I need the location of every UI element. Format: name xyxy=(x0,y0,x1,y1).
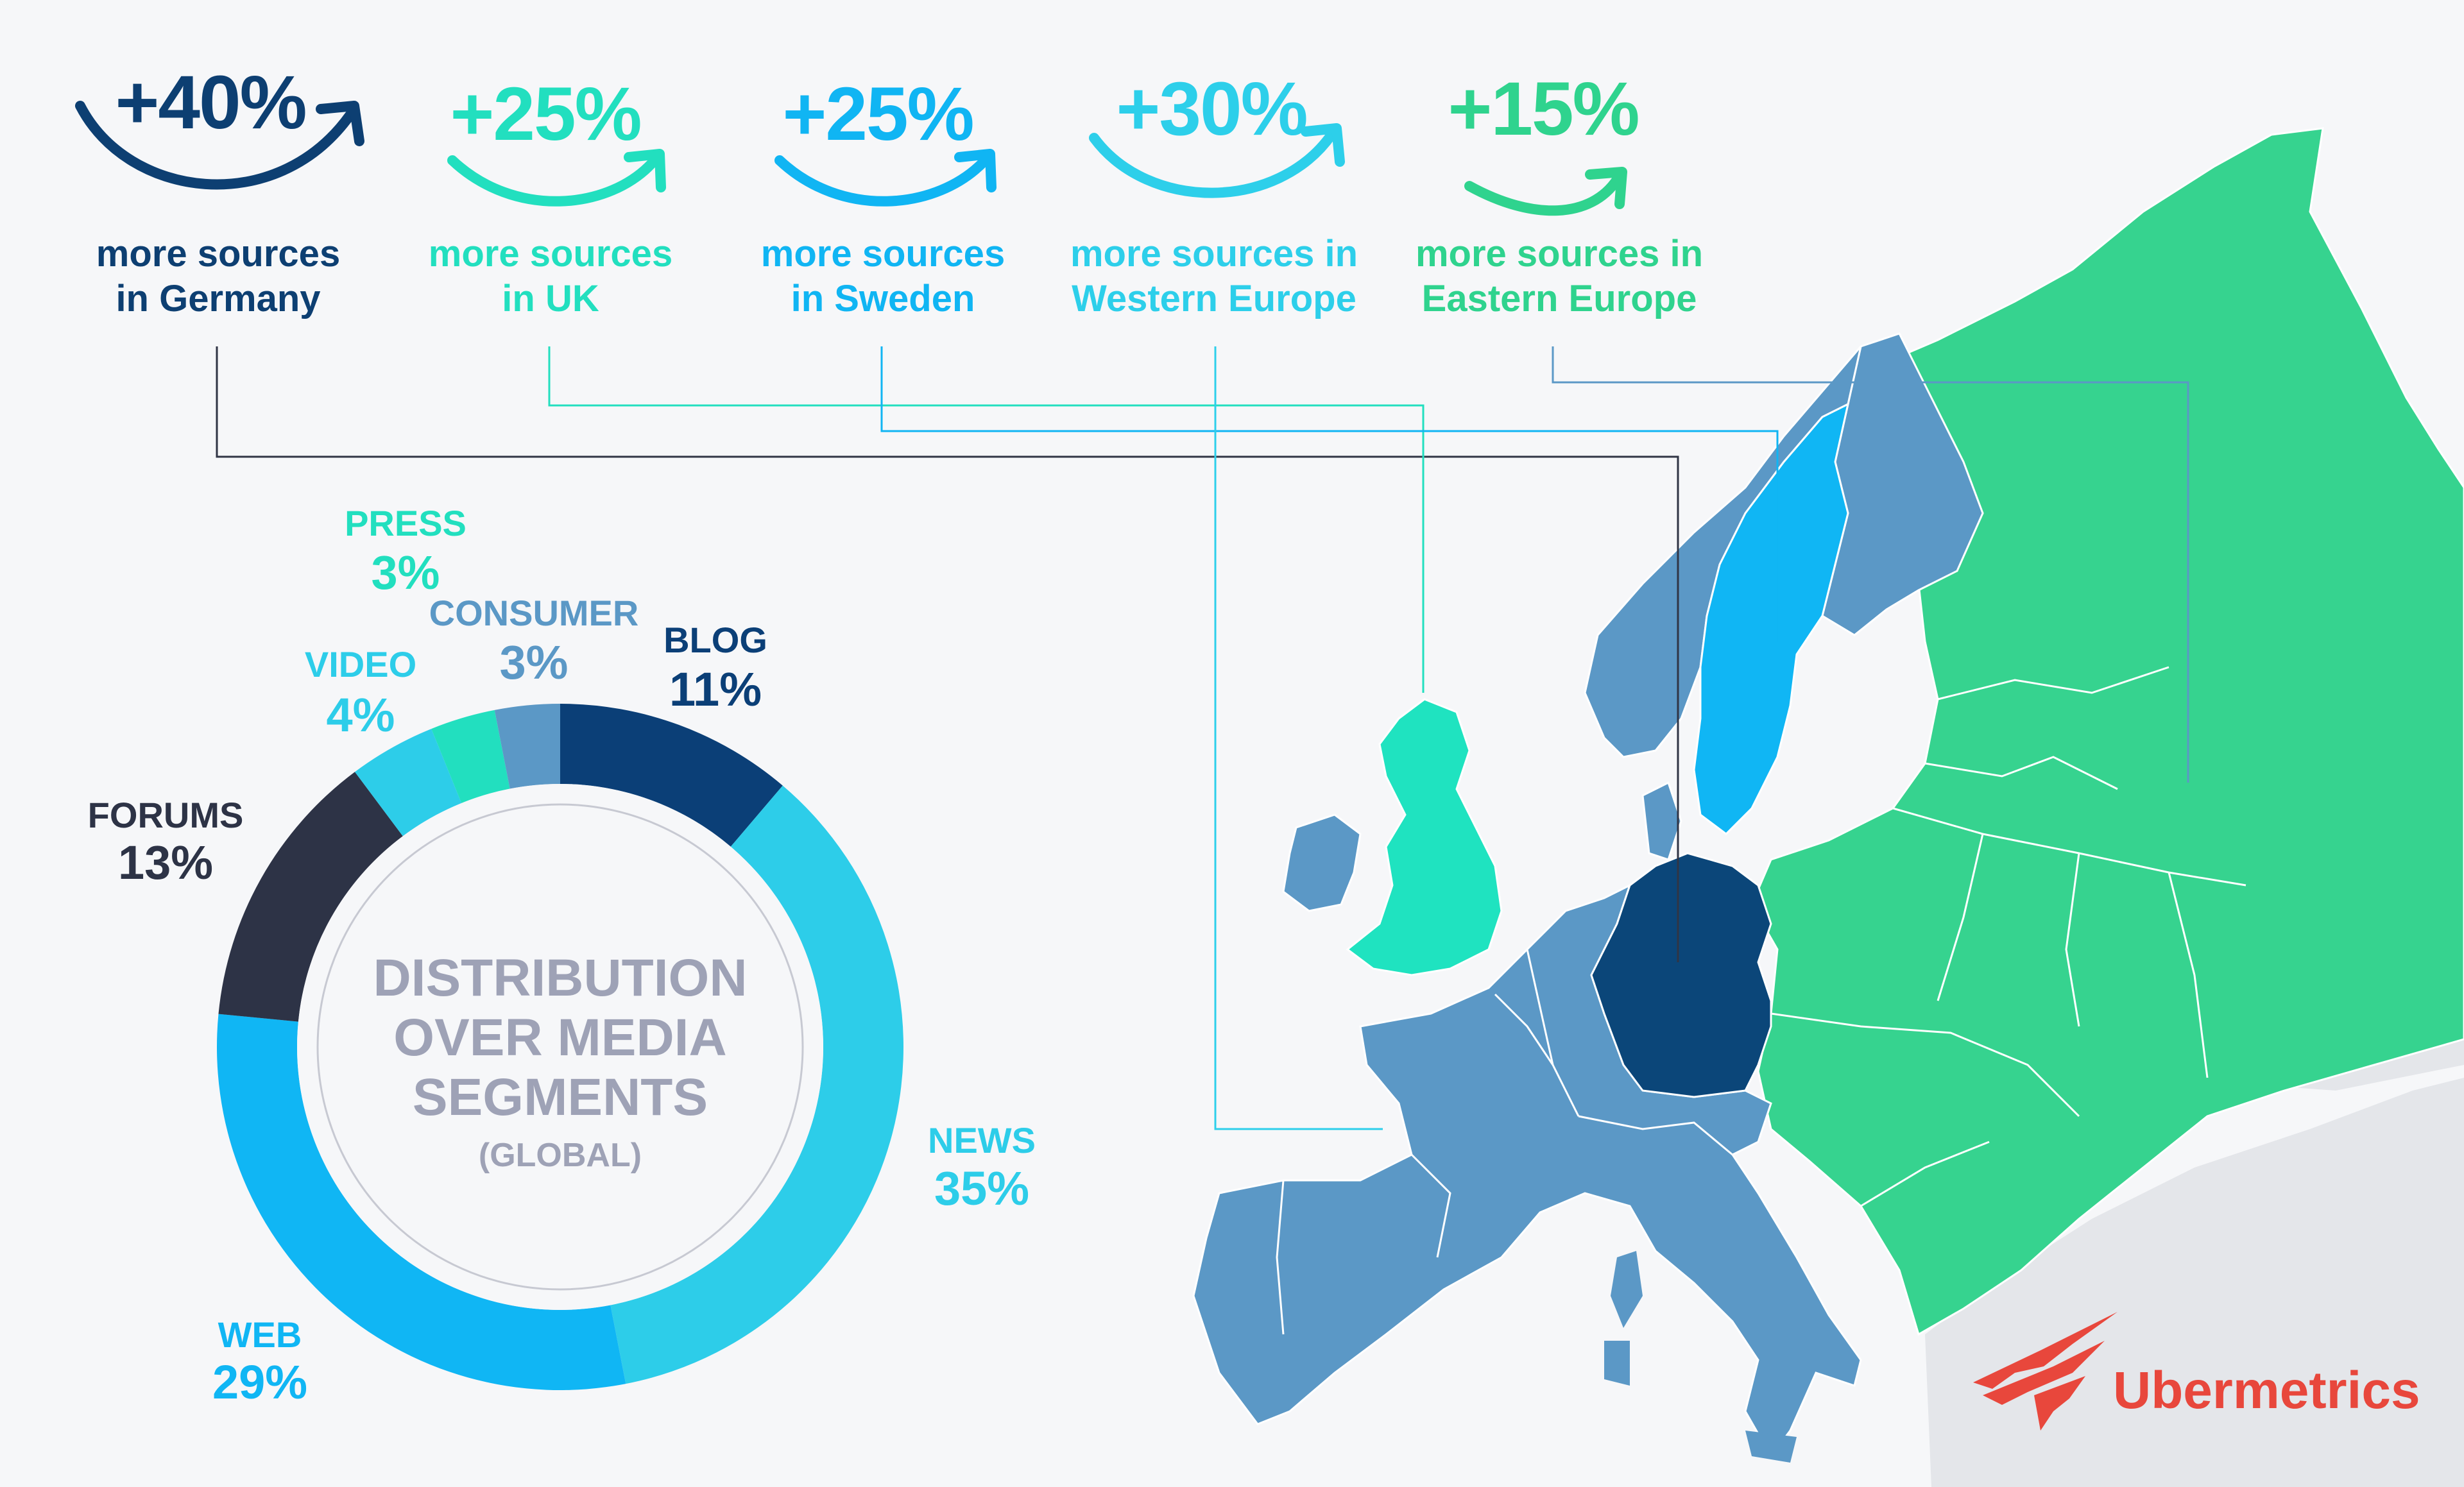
segment-name-blog: BLOG xyxy=(663,620,767,660)
connector-uk xyxy=(548,346,1425,693)
arrow-head-icon xyxy=(624,149,666,192)
segment-labels: BLOG 11% NEWS 35% WEB 29% FORUMS 13% VID… xyxy=(88,503,1036,1409)
map-region-germany xyxy=(1590,852,1772,1098)
arrow-icon xyxy=(1089,130,1337,198)
stat-germany: +40% more sources in Germany xyxy=(75,60,364,319)
segment-name-web: WEB xyxy=(218,1314,302,1355)
stat-label-line2: in UK xyxy=(502,278,599,319)
map-region-sweden xyxy=(1693,402,1850,835)
map-borders-eastern xyxy=(1770,666,2246,1207)
map-island xyxy=(1745,1431,1797,1463)
arrow-icon xyxy=(774,155,990,207)
connector-germany xyxy=(216,346,1679,962)
map-island xyxy=(1604,1341,1630,1386)
segment-pct-video: 4% xyxy=(327,688,395,742)
donut-slice-video xyxy=(355,729,462,837)
europe-map xyxy=(1192,127,2464,1487)
donut-center-subtitle: (GLOBAL) xyxy=(479,1137,642,1174)
map-region-uk xyxy=(1346,698,1503,976)
arrow-icon xyxy=(447,155,660,207)
stat-label-line1: more sources xyxy=(429,233,672,275)
donut-slice-press xyxy=(431,710,510,803)
stat-label-line2: Western Europe xyxy=(1072,278,1356,319)
segment-pct-news: 35% xyxy=(934,1162,1029,1215)
arrow-icon xyxy=(75,101,355,190)
stat-western-europe: +30% more sources in Western Europe xyxy=(1070,67,1358,319)
map-region-other xyxy=(1925,1078,2464,1487)
arrow-head-icon xyxy=(1301,123,1345,167)
donut-slice-forums xyxy=(218,772,403,1022)
stat-percent: +25% xyxy=(782,72,973,157)
ubermetrics-logo-icon-wing xyxy=(1983,1341,2105,1405)
stat-uk: +25% more sources in UK xyxy=(429,72,672,319)
segment-pct-forums: 13% xyxy=(118,836,213,889)
map-region-denmark xyxy=(1641,781,1682,861)
stat-eastern-europe: +15% more sources in Eastern Europe xyxy=(1416,67,1703,319)
stat-label-line1: more sources xyxy=(96,233,340,275)
segment-name-forums: FORUMS xyxy=(88,795,244,835)
stat-label-line1: more sources in xyxy=(1070,233,1358,275)
stat-label-line1: more sources xyxy=(761,233,1005,275)
stat-label-line2: in Sweden xyxy=(791,278,975,319)
donut-center-title-3: SEGMENTS xyxy=(413,1068,708,1126)
segment-name-news: NEWS xyxy=(928,1120,1036,1160)
segment-pct-blog: 11% xyxy=(669,663,762,716)
donut-slice-web xyxy=(217,1014,626,1390)
map-region-ireland xyxy=(1282,813,1362,912)
stats-row: +40% more sources in Germany +25% more s… xyxy=(75,60,1703,319)
map-island xyxy=(2060,436,2137,488)
connector-eastern xyxy=(1552,346,2189,783)
brand-logo: Ubermetrics xyxy=(1973,1312,2420,1431)
arrow-head-icon xyxy=(1585,167,1627,209)
segment-name-video: VIDEO xyxy=(305,644,416,684)
stat-label-line2: in Germany xyxy=(116,278,320,319)
stat-percent: +15% xyxy=(1448,67,1638,151)
stat-percent: +25% xyxy=(450,72,640,157)
donut-center-ring xyxy=(316,803,804,1291)
map-island xyxy=(1611,1251,1643,1328)
connector-sweden xyxy=(880,346,1779,642)
ubermetrics-logo-icon xyxy=(1973,1312,2118,1389)
donut-slice-consumer xyxy=(494,704,560,789)
map-region-eastern-europe xyxy=(1750,127,2464,1336)
stat-percent: +40% xyxy=(115,60,305,145)
arrow-icon xyxy=(1464,174,1622,216)
donut-slice-news xyxy=(610,785,903,1384)
donut-center-disc xyxy=(297,784,823,1310)
ubermetrics-logo-icon-tail xyxy=(2034,1376,2085,1431)
donut-slices xyxy=(217,704,903,1390)
arrow-head-icon xyxy=(954,149,997,192)
donut-chart: DISTRIBUTION OVER MEDIA SEGMENTS (GLOBAL… xyxy=(217,704,903,1390)
segment-name-press: PRESS xyxy=(345,503,466,543)
brand-name: Ubermetrics xyxy=(2113,1361,2420,1420)
stat-label-line1: more sources in xyxy=(1416,233,1703,275)
stat-sweden: +25% more sources in Sweden xyxy=(761,72,1005,319)
segment-pct-web: 29% xyxy=(212,1355,307,1409)
donut-center-title-2: OVER MEDIA xyxy=(393,1008,726,1067)
donut-slice-blog xyxy=(560,704,783,847)
segment-pct-consumer: 3% xyxy=(500,636,569,689)
connector-western xyxy=(1214,346,1383,1130)
map-borders-western xyxy=(1276,949,1733,1335)
connector-lines xyxy=(216,346,2189,1130)
segment-pct-press: 3% xyxy=(372,546,440,599)
arrow-head-icon xyxy=(316,101,364,146)
segment-name-consumer: CONSUMER xyxy=(429,593,639,633)
donut-center-title-1: DISTRIBUTION xyxy=(373,949,747,1007)
stat-label-line2: Eastern Europe xyxy=(1422,278,1697,319)
stat-percent: +30% xyxy=(1116,67,1306,151)
